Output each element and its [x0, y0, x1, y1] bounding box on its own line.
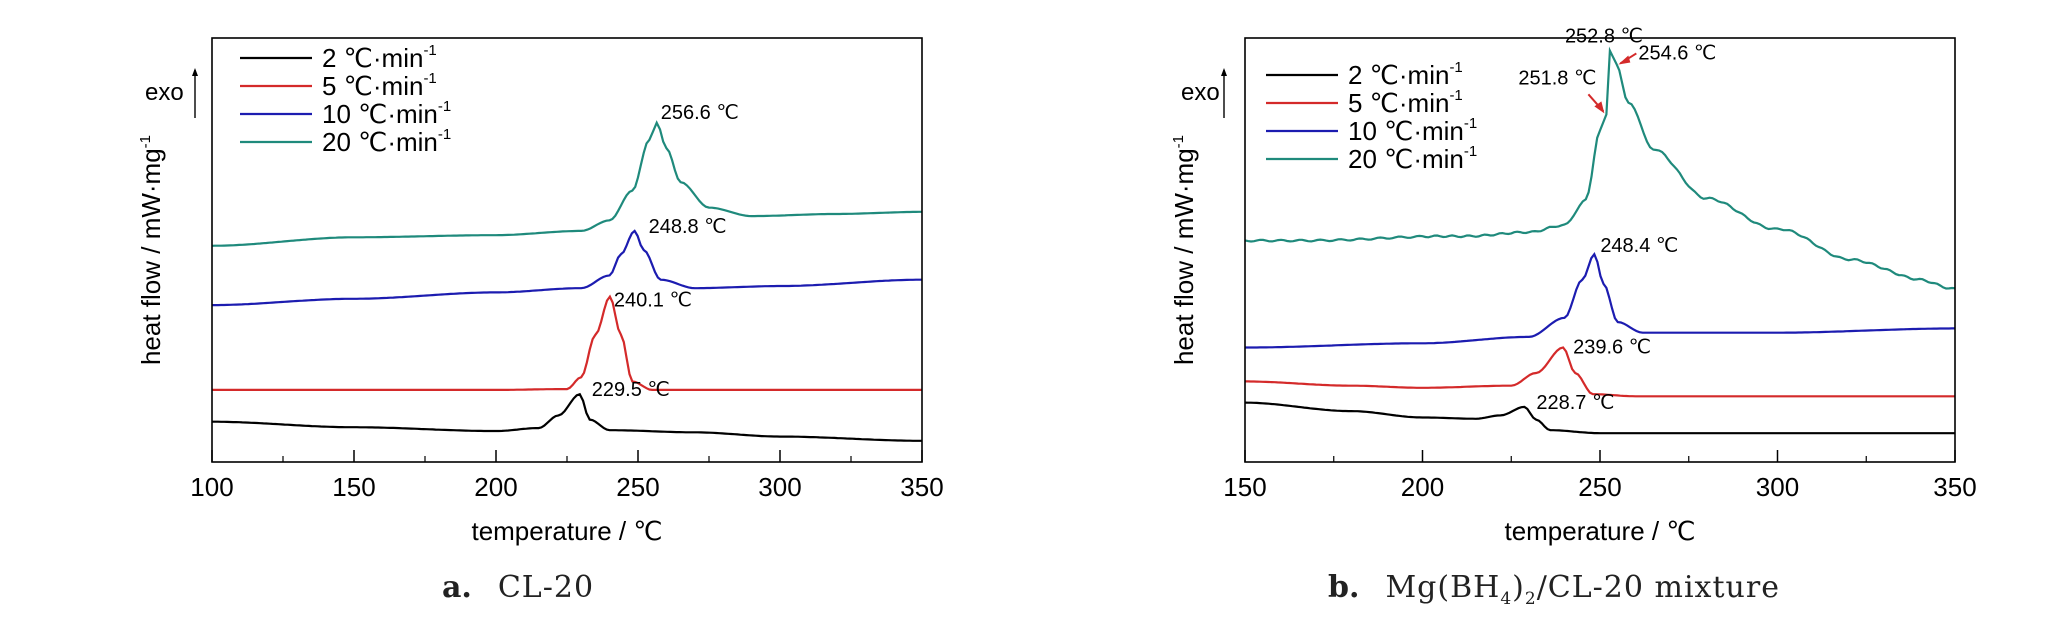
x-tick-label: 250: [1578, 472, 1621, 502]
legend-label-2: 2 ℃·min-1: [1348, 59, 1463, 90]
legend-label-sup: -1: [1449, 87, 1462, 104]
legend-label-10: 10 ℃·min-1: [1348, 115, 1477, 146]
x-tick-label: 150: [332, 472, 375, 502]
series-line-5: [1245, 346, 1955, 398]
legend-label-sup: -1: [1464, 143, 1477, 160]
series-line-10: [1245, 251, 1955, 349]
x-axis-label: temperature / ℃: [1504, 516, 1695, 546]
y-axis-label: heat flow / mW·mg-1: [136, 135, 166, 365]
series-line-2: [212, 392, 922, 442]
chart-a: 229.5 ℃ 240.1 ℃ 248.8 ℃ 256.6 ℃ 100 150 200 250…: [136, 37, 944, 546]
y-axis-label: heat flow / mW·mg-1: [1169, 135, 1199, 365]
x-tick-label: 100: [190, 472, 233, 502]
annotation-label-1: 251.8 ℃: [1518, 67, 1596, 89]
x-tick-label: 150: [1223, 472, 1266, 502]
legend: 2 ℃·min-15 ℃·min-110 ℃·min-120 ℃·min-1: [240, 42, 451, 157]
x-tick-label: 250: [616, 472, 659, 502]
x-tick-label: 300: [758, 472, 801, 502]
annotation-arrowhead-1: [1594, 101, 1605, 114]
exo-label: exo: [145, 79, 184, 106]
series-group: [1244, 46, 1956, 435]
peak-label-5: 240.1 ℃: [614, 290, 692, 312]
caption-title: Mg(BH4)2/CL-20 mixture: [1385, 570, 1780, 609]
legend-label-5: 5 ℃·min-1: [322, 70, 437, 101]
legend-label-sup: -1: [1464, 115, 1477, 132]
chart-b: 228.7 ℃ 239.6 ℃ 248.4 ℃ 252.8 ℃ 251.8 ℃ 254.6…: [1169, 26, 1977, 546]
series-line-2: [1244, 401, 1955, 435]
exo-arrowhead-icon: [192, 68, 198, 76]
x-tick-label: 350: [1933, 472, 1976, 502]
x-tick-label: 300: [1756, 472, 1799, 502]
x-axis: 150 200 250 300 350: [1223, 450, 1977, 502]
legend-label-sup: -1: [438, 126, 451, 143]
y-axis-label-sup: -1: [137, 135, 154, 148]
series-line-20: [1244, 46, 1956, 290]
x-tick-label: 200: [474, 472, 517, 502]
exo-arrowhead-icon: [1221, 68, 1227, 76]
caption-b: b. Mg(BH4)2/CL-20 mixture: [1036, 570, 2072, 609]
x-axis: 100 150 200 250 300 350: [190, 450, 944, 502]
y-axis-label-sup: -1: [1170, 135, 1187, 148]
legend-label-sup: -1: [423, 70, 436, 87]
legend-label-20: 20 ℃·min-1: [1348, 143, 1477, 174]
peak-label-5: 239.6 ℃: [1573, 337, 1651, 359]
legend-label-2: 2 ℃·min-1: [322, 42, 437, 73]
legend-label-20: 20 ℃·min-1: [322, 126, 451, 157]
peak-label-2: 229.5 ℃: [592, 379, 670, 401]
caption-letter: a.: [441, 570, 472, 605]
peak-label-20: 252.8 ℃: [1565, 26, 1643, 48]
x-tick-label: 350: [900, 472, 943, 502]
caption-a: a. CL-20: [0, 570, 1036, 605]
series-line-10: [212, 229, 922, 307]
x-axis-label: temperature / ℃: [471, 516, 662, 546]
legend: 2 ℃·min-15 ℃·min-110 ℃·min-120 ℃·min-1: [1266, 59, 1477, 174]
peak-label-10: 248.4 ℃: [1600, 235, 1678, 257]
legend-label-sup: -1: [438, 98, 451, 115]
series-line-20: [211, 120, 922, 247]
x-tick-label: 200: [1401, 472, 1444, 502]
caption-title: CL-20: [497, 570, 595, 605]
exo-label: exo: [1181, 79, 1220, 106]
caption-letter: b.: [1328, 570, 1360, 605]
legend-label-10: 10 ℃·min-1: [322, 98, 451, 129]
plot-frame: [211, 37, 923, 463]
figure-panel-a: 229.5 ℃ 240.1 ℃ 248.8 ℃ 256.6 ℃ 100 150 200 250…: [0, 37, 1036, 605]
legend-label-sup: -1: [423, 42, 436, 59]
legend-label-5: 5 ℃·min-1: [1348, 87, 1463, 118]
peak-label-10: 248.8 ℃: [649, 216, 727, 238]
peak-label-2: 228.7 ℃: [1536, 392, 1614, 414]
annotation-arrowhead-2: [1618, 55, 1631, 65]
figure-panel-b: 228.7 ℃ 239.6 ℃ 248.4 ℃ 252.8 ℃ 251.8 ℃ 254.6…: [1036, 0, 2072, 630]
annotation-label-2: 254.6 ℃: [1638, 42, 1716, 64]
series-line-5: [212, 294, 922, 391]
legend-label-sup: -1: [1449, 59, 1462, 76]
peak-label-20: 256.6 ℃: [661, 102, 739, 124]
series-group: [211, 120, 922, 442]
